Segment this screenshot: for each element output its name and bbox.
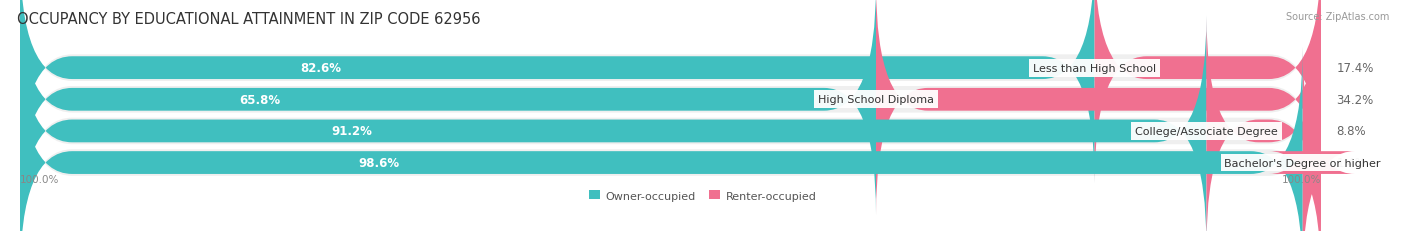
Text: College/Associate Degree: College/Associate Degree [1135,126,1278,136]
FancyBboxPatch shape [1268,48,1355,231]
Text: 1.4%: 1.4% [1337,156,1367,169]
Text: 65.8%: 65.8% [239,93,280,106]
Text: 17.4%: 17.4% [1337,62,1374,75]
FancyBboxPatch shape [20,0,1320,213]
FancyBboxPatch shape [876,0,1320,215]
Text: 100.0%: 100.0% [1281,174,1320,184]
Text: 8.8%: 8.8% [1337,125,1367,138]
FancyBboxPatch shape [20,50,1320,231]
FancyBboxPatch shape [20,0,1094,183]
Text: Bachelor's Degree or higher: Bachelor's Degree or higher [1225,158,1381,168]
FancyBboxPatch shape [20,0,876,215]
Text: 98.6%: 98.6% [359,156,399,169]
FancyBboxPatch shape [1206,17,1320,231]
Text: High School Diploma: High School Diploma [818,95,934,105]
FancyBboxPatch shape [1094,0,1320,183]
Text: Source: ZipAtlas.com: Source: ZipAtlas.com [1285,12,1389,21]
Text: 91.2%: 91.2% [332,125,373,138]
Legend: Owner-occupied, Renter-occupied: Owner-occupied, Renter-occupied [585,186,821,205]
Text: 82.6%: 82.6% [301,62,342,75]
Text: 100.0%: 100.0% [20,174,59,184]
Text: OCCUPANCY BY EDUCATIONAL ATTAINMENT IN ZIP CODE 62956: OCCUPANCY BY EDUCATIONAL ATTAINMENT IN Z… [17,12,481,27]
FancyBboxPatch shape [20,18,1320,231]
FancyBboxPatch shape [20,0,1320,181]
FancyBboxPatch shape [20,48,1303,231]
FancyBboxPatch shape [20,17,1206,231]
Text: Less than High School: Less than High School [1033,63,1156,73]
Text: 34.2%: 34.2% [1337,93,1374,106]
